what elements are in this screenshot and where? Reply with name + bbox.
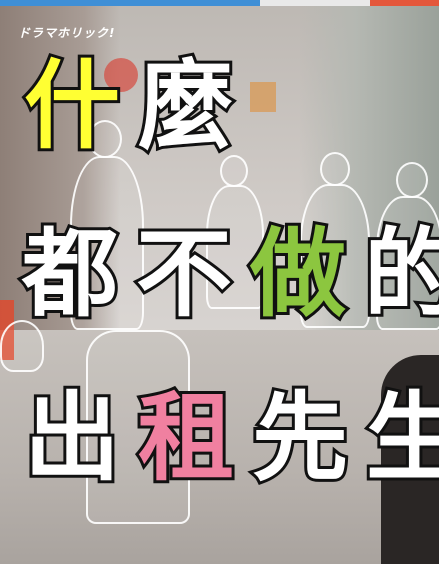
- pedestrian-illustration: [70, 156, 144, 330]
- pedestrian-illustration: [376, 196, 439, 330]
- top-color-bar: [0, 0, 439, 6]
- pedestrian-head: [220, 155, 248, 187]
- title-char: 都: [19, 218, 121, 330]
- top-bar-blue: [0, 0, 260, 6]
- title-char: 什: [21, 50, 123, 162]
- title-char: 出: [21, 382, 123, 494]
- background-street: [0, 330, 439, 564]
- title-char: 麼: [135, 50, 237, 162]
- title-char: 租: [135, 382, 237, 494]
- street-lantern: [250, 82, 276, 112]
- title-char: 先: [249, 382, 351, 494]
- show-logo: ドラマホリック!: [18, 26, 116, 40]
- title-char: 做: [247, 218, 349, 330]
- pedestrian-head: [320, 152, 350, 186]
- dog-illustration: [0, 320, 44, 372]
- title-line-3: 出租先生: [21, 382, 439, 494]
- title-line-2: 都不做的: [19, 218, 439, 330]
- title-char: 的: [361, 218, 439, 330]
- title-line-1: 什麼: [21, 50, 439, 162]
- pedestrian-head: [396, 162, 428, 198]
- title-char: 生: [363, 382, 439, 494]
- pedestrian-illustration: [300, 184, 370, 328]
- stroller-illustration: [86, 330, 190, 524]
- pedestrian-illustration: [206, 185, 264, 309]
- top-bar-red: [370, 0, 439, 6]
- street-sign: [104, 58, 138, 92]
- title-char: 不: [133, 218, 235, 330]
- person-silhouette: [381, 355, 439, 564]
- top-bar-white: [260, 0, 370, 6]
